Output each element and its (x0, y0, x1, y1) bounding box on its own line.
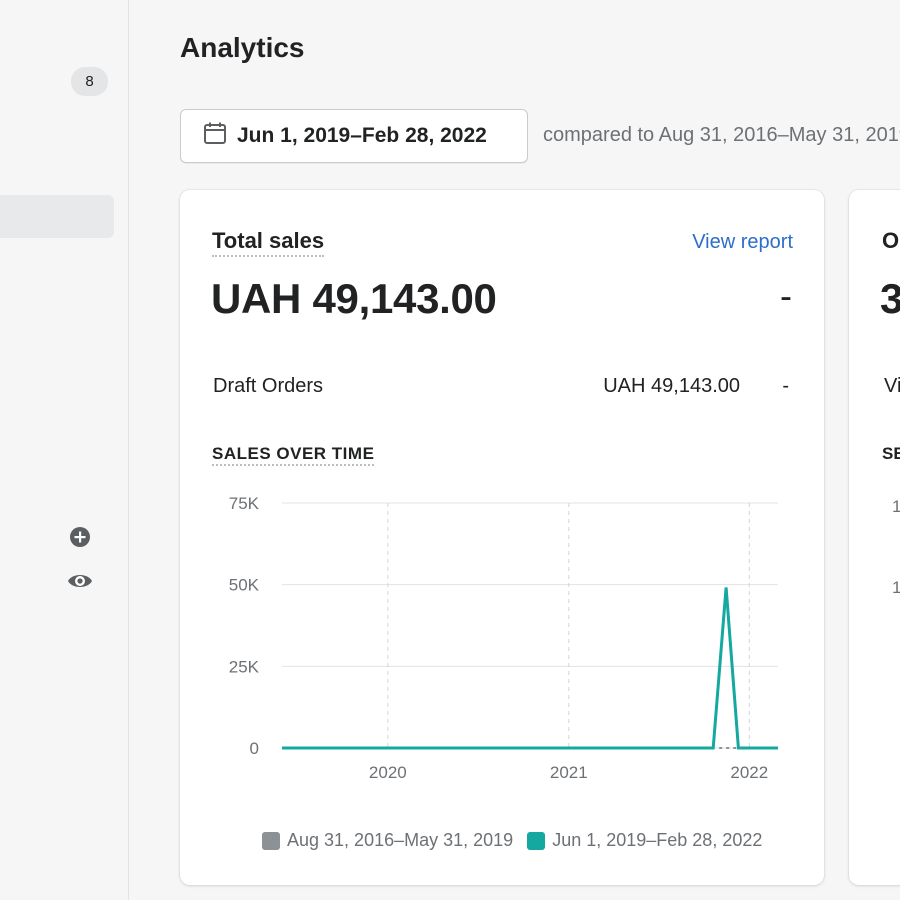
legend-label-previous: Aug 31, 2016–May 31, 2019 (287, 830, 514, 850)
second-card-section-title: SE (882, 444, 900, 463)
second-card-y-tick: 1 (892, 497, 900, 516)
total-sales-change: - (780, 275, 792, 316)
x-tick-label: 2020 (369, 763, 407, 782)
legend-item-current[interactable]: Jun 1, 2019–Feb 28, 2022 (527, 830, 762, 851)
sidebar-item-analytics-selected[interactable] (0, 195, 114, 238)
legend-swatch-previous (262, 831, 280, 850)
eye-icon[interactable] (67, 568, 93, 594)
chart-legend: Aug 31, 2016–May 31, 2019 Jun 1, 2019–Fe… (262, 830, 762, 851)
x-tick-label: 2022 (730, 763, 768, 782)
legend-swatch-current (527, 831, 546, 850)
second-card-row-label: Vi (884, 375, 900, 397)
page-title: Analytics (180, 32, 305, 63)
breakdown-row-label: Draft Orders (213, 375, 324, 397)
second-metric-card: O 3 Vi SE 1 1 (849, 190, 900, 885)
compare-range-text: compared to Aug 31, 2016–May 31, 2019 (543, 124, 900, 146)
total-sales-card: Total sales View report UAH 49,143.00 - … (180, 190, 824, 885)
breakdown-row-change: - (782, 375, 789, 397)
card-title[interactable]: Total sales (212, 228, 325, 257)
view-report-link[interactable]: View report (692, 231, 793, 253)
breakdown-row-value: UAH 49,143.00 (603, 375, 740, 397)
x-tick-label: 2021 (550, 763, 588, 782)
legend-item-previous[interactable]: Aug 31, 2016–May 31, 2019 (262, 830, 513, 851)
y-tick-label: 0 (250, 739, 259, 758)
total-sales-value: UAH 49,143.00 (211, 275, 497, 322)
sidebar: 8 (0, 0, 129, 900)
calendar-icon (203, 121, 227, 151)
section-title[interactable]: SALES OVER TIME (212, 444, 375, 466)
second-card-y-tick: 1 (892, 578, 900, 597)
second-card-value: 3 (880, 275, 900, 322)
y-tick-label: 25K (229, 657, 260, 676)
second-card-title: O (882, 228, 900, 253)
y-tick-label: 75K (229, 494, 260, 513)
y-tick-label: 50K (229, 576, 260, 595)
plus-circle-icon[interactable] (67, 524, 93, 550)
notification-badge: 8 (71, 67, 108, 96)
date-range-button[interactable]: Jun 1, 2019–Feb 28, 2022 (180, 109, 528, 163)
series-line-current (282, 587, 778, 750)
date-range-label: Jun 1, 2019–Feb 28, 2022 (237, 124, 487, 147)
legend-label-current: Jun 1, 2019–Feb 28, 2022 (552, 830, 763, 850)
sales-over-time-chart: 75K 50K 25K 0 2020 2021 2022 (229, 494, 778, 782)
